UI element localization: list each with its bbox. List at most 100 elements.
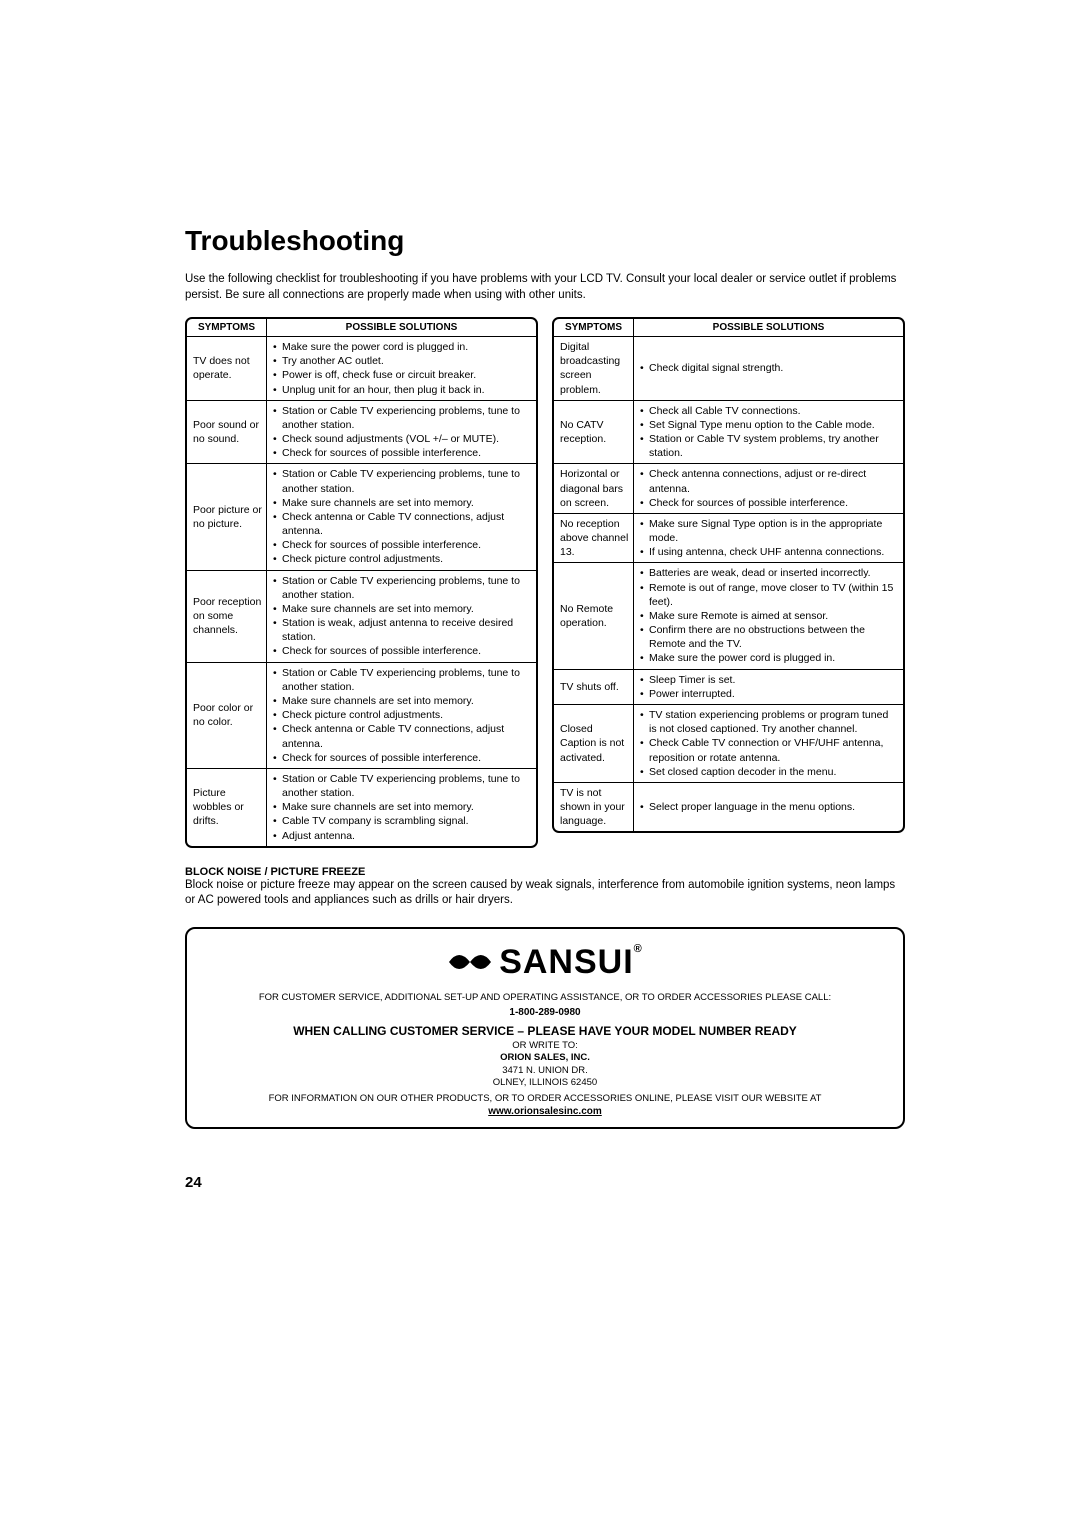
troubleshooting-table-left: SYMPTOMS POSSIBLE SOLUTIONS TV does not … [185,317,538,848]
solution-item: Check for sources of possible interferen… [272,644,531,658]
address-line1: 3471 N. UNION DR. [197,1065,893,1077]
solution-item: Make sure channels are set into memory. [272,496,531,510]
symptom-cell: Picture wobbles or drifts. [187,769,267,846]
symptom-cell: No Remote operation. [554,563,634,669]
intro-text: Use the following checklist for troubles… [185,272,905,303]
solution-item: Check for sources of possible interferen… [639,496,898,510]
symptom-cell: Poor color or no color. [187,663,267,769]
table-row: Digital broadcasting screen problem.Chec… [554,337,903,401]
customer-support-box: SANSUI® FOR CUSTOMER SERVICE, ADDITIONAL… [185,927,905,1129]
symptom-cell: Poor sound or no sound. [187,401,267,465]
website-url: www.orionsalesinc.com [197,1106,893,1117]
solution-item: Check for sources of possible interferen… [272,538,531,552]
solution-item: Station or Cable TV experiencing problem… [272,772,531,800]
solution-item: Station or Cable TV experiencing problem… [272,404,531,432]
solution-item: Make sure Signal Type option is in the a… [639,517,898,545]
solution-item: Power is off, check fuse or circuit brea… [272,368,531,382]
solutions-cell: Sleep Timer is set.Power interrupted. [634,670,903,705]
address-line2: OLNEY, ILLINOIS 62450 [197,1077,893,1089]
solution-item: Confirm there are no obstructions betwee… [639,623,898,651]
symptom-cell: Horizontal or diagonal bars on screen. [554,464,634,514]
solution-item: Station or Cable TV experiencing problem… [272,574,531,602]
solution-item: Make sure the power cord is plugged in. [272,340,531,354]
solutions-cell: TV station experiencing problems or prog… [634,705,903,783]
solutions-cell: Check all Cable TV connections.Set Signa… [634,401,903,465]
solution-item: Power interrupted. [639,687,898,701]
solution-item: Check for sources of possible interferen… [272,446,531,460]
solution-item: Make sure channels are set into memory. [272,694,531,708]
solutions-cell: Make sure the power cord is plugged in.T… [267,337,536,401]
solution-item: Station or Cable TV experiencing problem… [272,467,531,495]
solution-item: Check digital signal strength. [639,361,898,375]
block-noise-section: BLOCK NOISE / PICTURE FREEZE Block noise… [185,866,905,909]
table-row: Horizontal or diagonal bars on screen.Ch… [554,464,903,514]
solution-item: Remote is out of range, move closer to T… [639,581,898,609]
table-row: TV does not operate.Make sure the power … [187,337,536,401]
solution-item: Check picture control adjustments. [272,552,531,566]
header-symptoms-left: SYMPTOMS [187,319,267,337]
symptom-cell: TV is not shown in your language. [554,783,634,832]
solution-item: Make sure channels are set into memory. [272,602,531,616]
solution-item: Batteries are weak, dead or inserted inc… [639,566,898,580]
solution-item: Check Cable TV connection or VHF/UHF ant… [639,736,898,764]
website-line: FOR INFORMATION ON OUR OTHER PRODUCTS, O… [197,1093,893,1105]
solutions-cell: Select proper language in the menu optio… [634,783,903,832]
support-phone: 1-800-289-0980 [197,1007,893,1018]
solution-item: Set closed caption decoder in the menu. [639,765,898,779]
solutions-cell: Batteries are weak, dead or inserted inc… [634,563,903,669]
page-title: Troubleshooting [185,225,905,257]
table-row: No Remote operation. Batteries are weak, … [554,563,903,669]
solutions-cell: Station or Cable TV experiencing problem… [267,769,536,846]
model-ready-line: WHEN CALLING CUSTOMER SERVICE – PLEASE H… [197,1024,893,1038]
company-name: ORION SALES, INC. [197,1052,893,1064]
solution-item: Make sure Remote is aimed at sensor. [639,609,898,623]
support-call-line: FOR CUSTOMER SERVICE, ADDITIONAL SET-UP … [197,992,893,1004]
solution-item: Check picture control adjustments. [272,708,531,722]
solution-item: TV station experiencing problems or prog… [639,708,898,736]
table-row: Poor color or no color.Station or Cable … [187,663,536,769]
header-solutions-left: POSSIBLE SOLUTIONS [267,319,536,337]
header-symptoms-right: SYMPTOMS [554,319,634,337]
solution-item: Make sure the power cord is plugged in. [639,651,898,665]
solutions-cell: Station or Cable TV experiencing problem… [267,401,536,465]
solution-item: If using antenna, check UHF antenna conn… [639,545,898,559]
symptom-cell: TV does not operate. [187,337,267,401]
block-noise-title: BLOCK NOISE / PICTURE FREEZE [185,866,905,878]
solution-item: Try another AC outlet. [272,354,531,368]
solution-item: Unplug unit for an hour, then plug it ba… [272,383,531,397]
solutions-cell: Station or Cable TV experiencing problem… [267,571,536,663]
table-row: No reception above channel 13.Make sure … [554,514,903,564]
block-noise-text: Block noise or picture freeze may appear… [185,878,905,909]
table-row: TV is not shown in your language.Select … [554,783,903,832]
solutions-cell: Station or Cable TV experiencing problem… [267,464,536,570]
table-row: Poor picture or no picture.Station or Ca… [187,464,536,570]
solution-item: Adjust antenna. [272,829,531,843]
table-row: Closed Caption is not activated.TV stati… [554,705,903,783]
solution-item: Cable TV company is scrambling signal. [272,814,531,828]
solution-item: Check all Cable TV connections. [639,404,898,418]
table-row: Picture wobbles or drifts.Station or Cab… [187,769,536,846]
solution-item: Sleep Timer is set. [639,673,898,687]
solution-item: Make sure channels are set into memory. [272,800,531,814]
symptom-cell: Poor picture or no picture. [187,464,267,570]
solution-item: Station or Cable TV system problems, try… [639,432,898,460]
solutions-cell: Check antenna connections, adjust or re-… [634,464,903,514]
solution-item: Check for sources of possible interferen… [272,751,531,765]
symptom-cell: Closed Caption is not activated. [554,705,634,783]
brand-logo-text: SANSUI® [499,943,643,982]
solutions-cell: Make sure Signal Type option is in the a… [634,514,903,564]
solution-item: Set Signal Type menu option to the Cable… [639,418,898,432]
page-number: 24 [185,1174,905,1191]
solution-item: Station is weak, adjust antenna to recei… [272,616,531,644]
table-row: No CATV reception.Check all Cable TV con… [554,401,903,465]
troubleshooting-table-right: SYMPTOMS POSSIBLE SOLUTIONS Digital broa… [552,317,905,833]
solution-item: Check antenna or Cable TV connections, a… [272,510,531,538]
solution-item: Check sound adjustments (VOL +/– or MUTE… [272,432,531,446]
troubleshooting-tables: SYMPTOMS POSSIBLE SOLUTIONS TV does not … [185,317,905,848]
solution-item: Check antenna or Cable TV connections, a… [272,722,531,750]
table-row: Poor reception on some channels.Station … [187,571,536,663]
write-to-line: OR WRITE TO: [197,1040,893,1052]
symptom-cell: TV shuts off. [554,670,634,705]
table-row: TV shuts off.Sleep Timer is set.Power in… [554,670,903,705]
symptom-cell: No reception above channel 13. [554,514,634,564]
